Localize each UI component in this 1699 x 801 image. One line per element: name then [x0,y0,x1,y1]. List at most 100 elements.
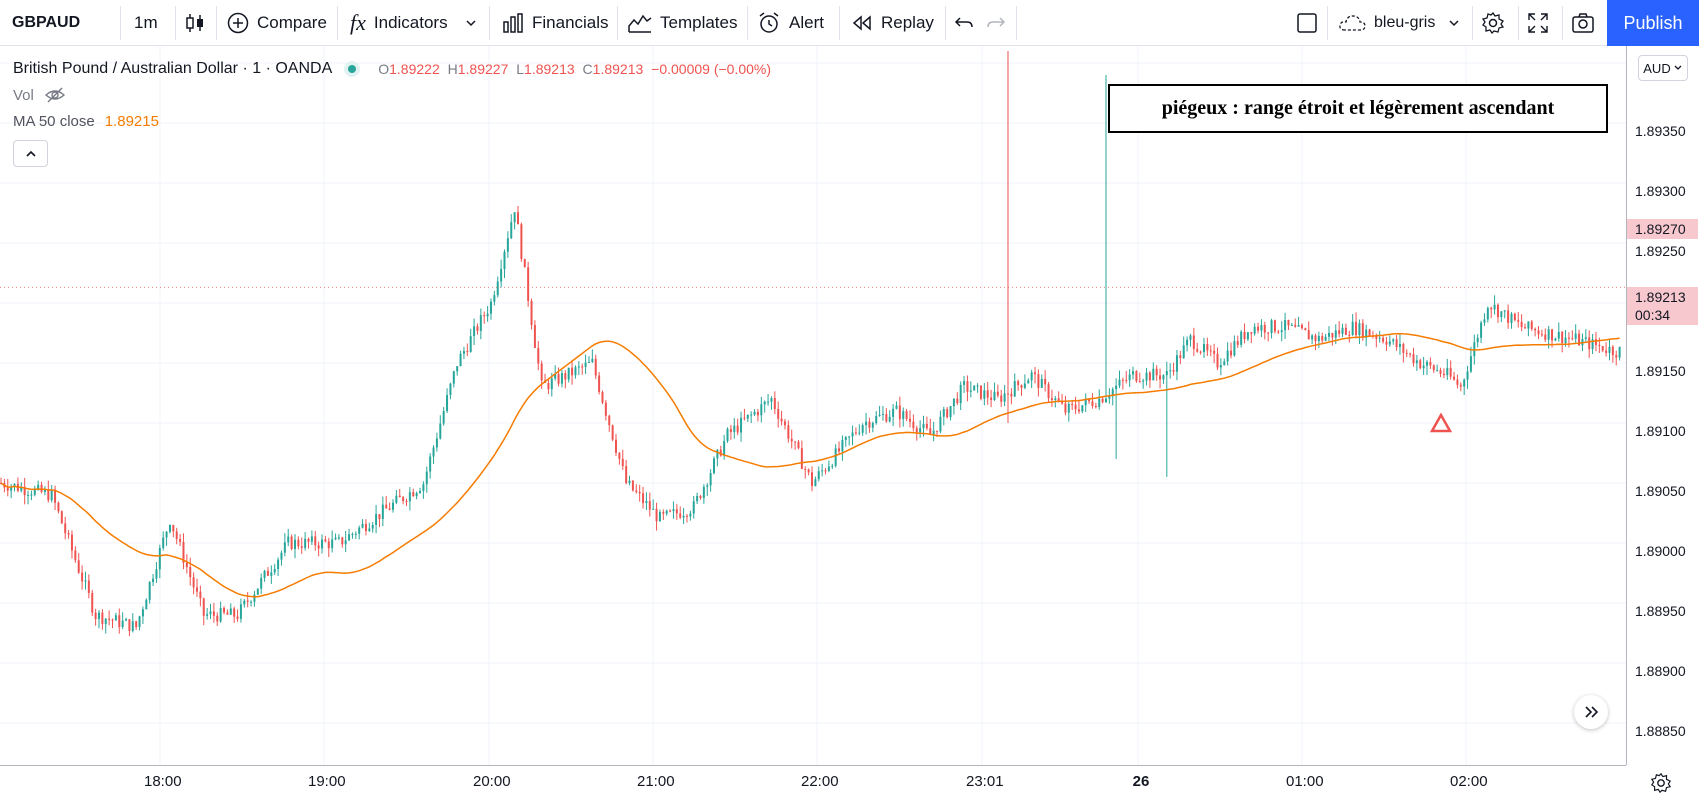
candle-body [648,500,651,510]
candle-body [391,502,394,510]
candle-body [1088,399,1091,402]
fullscreen-select-button[interactable] [1296,0,1318,46]
interval-button[interactable]: 1m [134,0,158,46]
candle-body [10,486,13,491]
candle-body [709,473,712,486]
candle-body [385,504,388,509]
replay-label: Replay [881,13,934,32]
alert-button[interactable]: Alert [757,0,824,46]
scroll-to-realtime-button[interactable] [1574,695,1608,729]
chart-pane[interactable] [0,46,1626,765]
eye-off-icon[interactable] [44,87,66,103]
axis-settings-button[interactable] [1650,772,1672,799]
currency-button[interactable]: AUD [1638,55,1688,81]
publish-button[interactable]: Publish [1607,0,1699,46]
candle-body [804,468,807,470]
templates-icon [628,14,652,33]
candle-body [831,465,834,467]
candle-body [1050,398,1053,401]
candle-body [6,487,9,491]
ma-legend-row[interactable]: MA 50 close 1.89215 [13,108,771,134]
candle-body [489,301,492,314]
candle-body [1162,375,1165,380]
candle-body [1439,370,1442,374]
candle-body [1463,379,1466,387]
candle-body [1240,331,1243,345]
collapse-legend-button[interactable] [13,140,48,167]
candle-body [811,472,813,487]
templates-button[interactable]: Templates [628,0,737,46]
candle-body [182,541,185,563]
undo-button[interactable] [954,0,974,46]
redo-icon [987,17,1006,28]
candle-body [1551,329,1554,341]
candle-body [773,398,776,409]
candle-body [354,533,357,535]
price-chart[interactable] [0,46,1626,765]
candle-body [337,537,340,539]
financials-button[interactable]: Financials [502,0,609,46]
separator [1016,6,1017,40]
candle-body [270,572,273,576]
candle-body [1304,328,1307,331]
replay-button[interactable]: Replay [851,0,934,46]
templates-label: Templates [660,13,738,32]
candle-body [1520,321,1523,328]
chevron-down-icon [466,20,476,27]
candle-body [719,449,722,456]
candle-body [1578,333,1581,346]
candle-body [1003,393,1006,402]
candle-body [1209,350,1212,352]
separator [617,6,618,40]
symbol-label: GBPAUD [12,14,81,31]
candle-body [1510,313,1513,323]
candle-body [30,494,33,496]
candle-body [1537,330,1540,335]
snapshot-button[interactable] [1571,0,1595,46]
candle-body [101,612,104,625]
annotation-textbox[interactable]: piégeux : range étroit et légèrement asc… [1108,84,1608,133]
separator [1562,6,1563,40]
candle-body [1219,365,1222,368]
candle-body [148,582,151,600]
candle-body [635,490,638,492]
candle-body [550,378,553,390]
redo-button[interactable] [986,0,1006,46]
candle-body [685,515,688,517]
candle-body [824,470,827,472]
candle-body [1540,334,1543,336]
candle-body [679,513,682,518]
candle-body [729,428,732,433]
candle-body [584,362,587,367]
compare-button[interactable]: Compare [227,0,327,46]
symbol-title[interactable]: British Pound / Australian Dollar · 1 · … [13,60,333,77]
candle-body [1402,344,1405,353]
layout-button[interactable]: bleu-gris [1338,0,1461,46]
settings-button[interactable] [1481,0,1505,46]
candle-body [1466,371,1469,380]
indicators-button[interactable]: fx Indicators [350,0,478,46]
candle-body [1338,330,1341,334]
time-axis[interactable] [0,765,1626,801]
candle-body [1307,330,1310,340]
candle-body [256,588,259,595]
candle-body [314,536,317,546]
volume-legend-row[interactable]: Vol [13,82,771,108]
candle-body [1115,385,1118,390]
candle-body [905,411,908,419]
candle-body [351,533,354,535]
candle-body [348,534,351,541]
candle-body [155,569,158,579]
candle-body [60,511,63,524]
candle-body [54,489,57,503]
symbol-search[interactable]: GBPAUD [12,0,80,46]
candle-body [1476,337,1479,343]
function-icon: fx [350,10,366,35]
fullscreen-button[interactable] [1527,0,1549,46]
candle-body [1067,403,1070,413]
candle-body [496,281,499,296]
candle-body [277,559,280,569]
price-axis[interactable] [1626,46,1699,765]
chart-style-button[interactable] [184,0,206,46]
candle-body [854,432,857,434]
